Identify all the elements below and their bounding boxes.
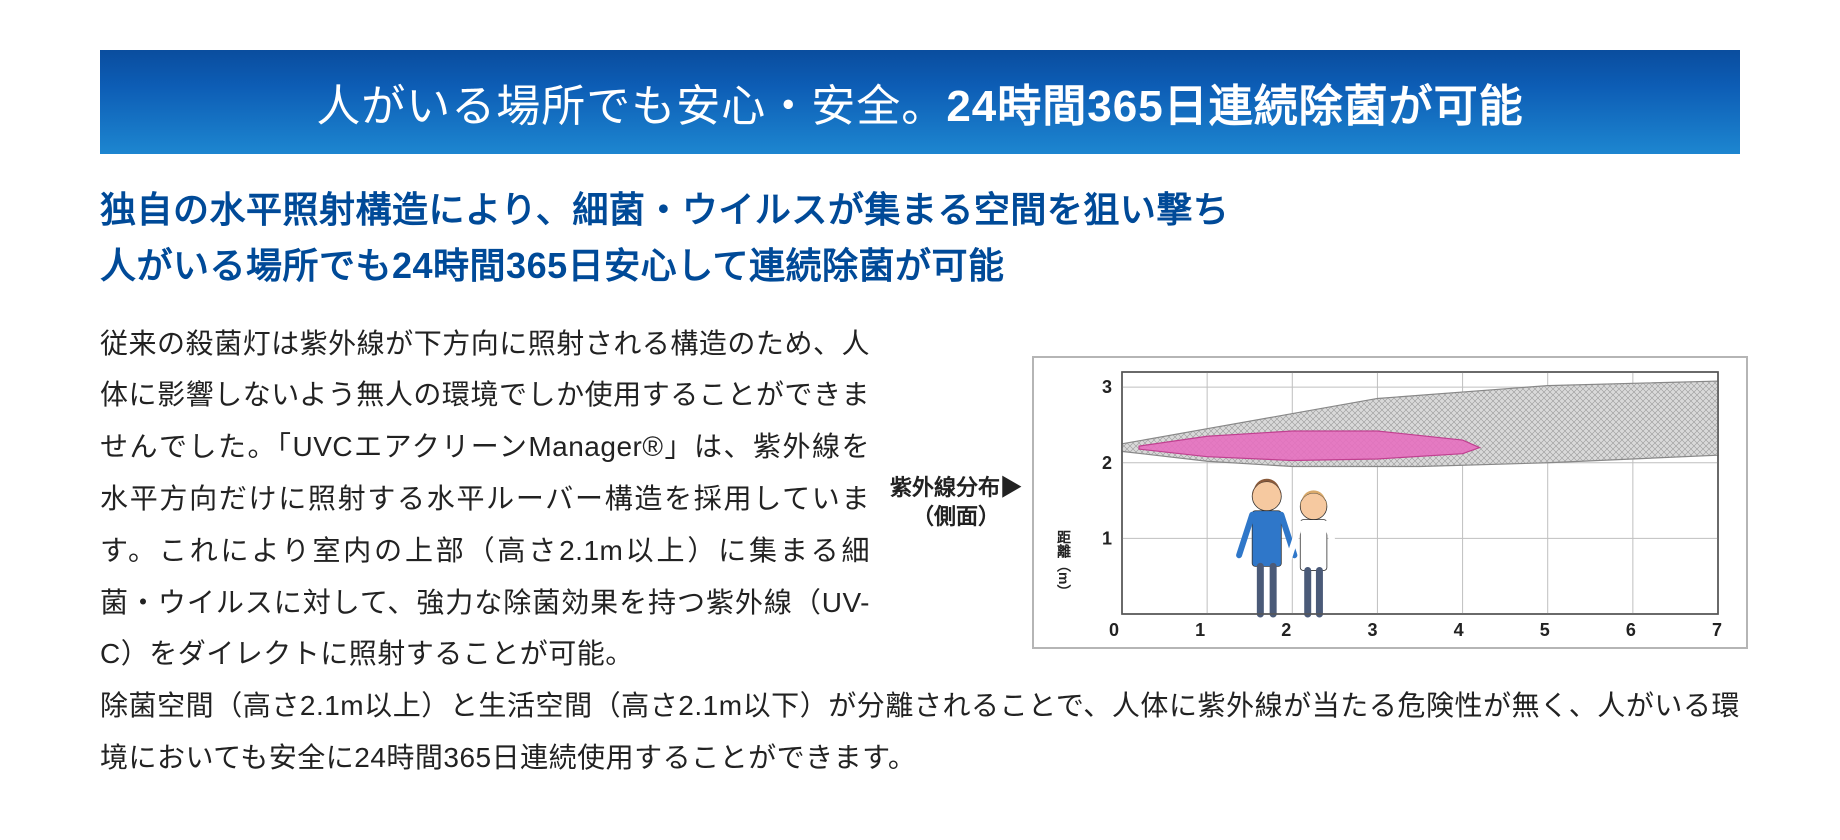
chart-box: 距離（m） 1 2 3 0 1 2 3 4 5 6 7 (1032, 356, 1748, 649)
x-tick: 7 (1712, 620, 1722, 641)
x-tick: 1 (1195, 620, 1205, 641)
chart-side-label: 紫外線分布▶ （側面） (890, 474, 1024, 531)
content-row: 従来の殺菌灯は紫外線が下方向に照射される構造のため、人体に影響しないよう無人の環… (100, 318, 1740, 681)
uv-distribution-chart: 1 2 3 (1082, 368, 1722, 618)
x-tick: 2 (1281, 620, 1291, 641)
banner-text-1: 人がいる場所でも安心・安全。 (316, 82, 946, 131)
subtitle-line-2: 人がいる場所でも24時間365日安心して連続除菌が可能 (100, 238, 1740, 294)
x-tick: 5 (1540, 620, 1550, 641)
x-tick: 3 (1367, 620, 1377, 641)
chart-y-axis-label: 距離（m） (1054, 530, 1074, 618)
x-tick: 6 (1626, 620, 1636, 641)
svg-text:3: 3 (1102, 378, 1112, 398)
chart-side-label-line2: （側面） (912, 504, 1000, 529)
body-paragraph-1: 従来の殺菌灯は紫外線が下方向に照射される構造のため、人体に影響しないよう無人の環… (100, 318, 870, 681)
x-tick: 4 (1454, 620, 1464, 641)
svg-text:1: 1 (1102, 529, 1112, 549)
x-tick: 0 (1109, 620, 1119, 641)
subtitle-block: 独自の水平照射構造により、細菌・ウイルスが集まる空間を狙い撃ち 人がいる場所でも… (100, 182, 1740, 294)
chart-x-ticks: 0 1 2 3 4 5 6 7 (1054, 620, 1722, 641)
body-paragraph-2: 除菌空間（高さ2.1m以上）と生活空間（高さ2.1m以下）が分離されることで、人… (100, 680, 1740, 784)
chart-side-label-line1: 紫外線分布▶ (890, 475, 1022, 500)
subtitle-line-1: 独自の水平照射構造により、細菌・ウイルスが集まる空間を狙い撃ち (100, 182, 1740, 238)
banner-text-2: 24時間365日連続除菌が可能 (946, 82, 1523, 131)
uv-distribution-chart-block: 紫外線分布▶ （側面） 距離（m） 1 2 3 0 1 2 3 4 5 6 7 (890, 326, 1740, 681)
headline-banner: 人がいる場所でも安心・安全。24時間365日連続除菌が可能 (100, 50, 1740, 154)
svg-text:2: 2 (1102, 453, 1112, 473)
